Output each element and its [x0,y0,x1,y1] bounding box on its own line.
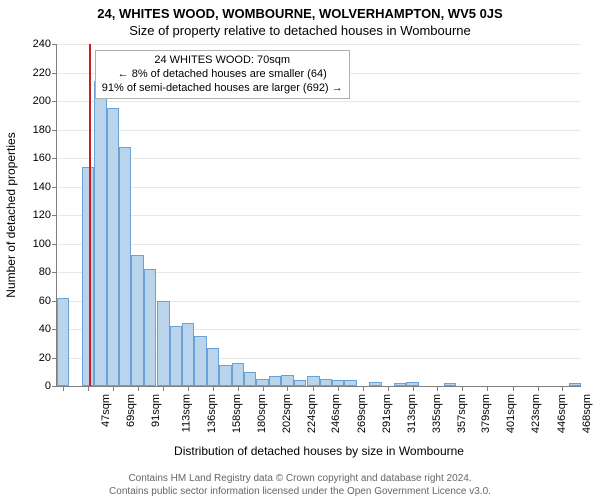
x-tick-mark [487,386,488,391]
x-tick-label: 158sqm [231,394,243,433]
x-tick-mark [338,386,339,391]
x-tick-label: 423sqm [530,394,542,433]
x-tick-label: 335sqm [431,394,443,433]
x-tick-label: 136sqm [207,394,219,433]
x-tick-mark [113,386,114,391]
x-tick-label: 47sqm [100,394,112,427]
histogram-bar [219,365,231,386]
x-tick-label: 357sqm [456,394,468,433]
histogram-bar [157,301,169,387]
x-tick-label: 69sqm [125,394,137,427]
histogram-bar [369,382,381,386]
x-tick-mark [313,386,314,391]
histogram-bar [444,383,456,386]
x-tick-label: 113sqm [180,394,192,432]
x-tick-mark [388,386,389,391]
y-tick-label: 160 [33,152,51,164]
y-tick-label: 20 [39,352,51,364]
x-tick-mark [513,386,514,391]
histogram-bar [256,379,268,386]
x-tick-mark [538,386,539,391]
histogram-bar [107,108,119,386]
x-tick-mark [363,386,364,391]
y-tick-label: 0 [45,380,51,392]
annotation-larger-pct: 91% of semi-detached houses are larger (… [102,82,343,96]
y-tick-label: 60 [39,295,51,307]
histogram-bar [281,375,293,386]
annotation-property-size: 24 WHITES WOOD: 70sqm [102,54,343,68]
x-tick-mark [88,386,89,391]
chart-title-subtitle: Size of property relative to detached ho… [0,21,600,38]
y-tick-label: 180 [33,124,51,136]
footer-attribution: Contains HM Land Registry data © Crown c… [0,473,600,498]
histogram-bar [170,326,182,386]
histogram-bar [320,379,332,386]
y-tick-label: 80 [39,266,51,278]
y-tick-mark [52,386,57,387]
chart-title-address: 24, WHITES WOOD, WOMBOURNE, WOLVERHAMPTO… [0,0,600,21]
y-tick-label: 200 [33,95,51,107]
x-tick-label: 180sqm [256,394,268,433]
x-tick-mark [287,386,288,391]
y-tick-label: 140 [33,181,51,193]
x-tick-label: 246sqm [331,394,343,433]
x-tick-mark [213,386,214,391]
histogram-bar [394,383,406,386]
x-tick-label: 446sqm [556,394,568,433]
x-tick-mark [188,386,189,391]
histogram-bar [94,81,106,386]
footer-line1: Contains HM Land Registry data © Crown c… [0,473,600,486]
x-tick-mark [263,386,264,391]
x-tick-label: 202sqm [281,394,293,433]
histogram-bar [207,348,219,386]
x-tick-label: 313sqm [406,394,418,433]
x-tick-label: 468sqm [581,394,593,433]
chart-plot-area: Number of detached properties 24 WHITES … [56,44,581,387]
annotation-smaller-pct: ← 8% of detached houses are smaller (64) [102,68,343,82]
histogram-bar [119,147,131,386]
histogram-bar [307,376,319,386]
x-tick-label: 291sqm [381,394,393,433]
histogram-bar [131,255,143,386]
histogram-bar [569,383,581,386]
x-axis-label: Distribution of detached houses by size … [174,444,464,458]
y-tick-label: 240 [33,38,51,50]
x-tick-mark [163,386,164,391]
x-tick-label: 401sqm [505,394,517,433]
histogram-bar [82,167,94,386]
reference-line [89,44,91,386]
y-axis-label: Number of detached properties [4,132,18,297]
x-tick-mark [562,386,563,391]
histogram-bar [182,323,194,386]
annotation-box: 24 WHITES WOOD: 70sqm ← 8% of detached h… [95,50,350,99]
histogram-bar [269,376,281,386]
histogram-bar [294,380,306,386]
x-tick-mark [437,386,438,391]
histogram-bar [332,380,344,386]
x-tick-mark [63,386,64,391]
x-tick-label: 379sqm [480,394,492,433]
y-tick-label: 40 [39,323,51,335]
histogram-bar [406,382,418,386]
x-tick-mark [413,386,414,391]
x-tick-mark [462,386,463,391]
y-tick-label: 220 [33,67,51,79]
histogram-bar [57,298,69,386]
histogram-bar [144,269,156,386]
histogram-bar [244,372,256,386]
histogram-bar [344,380,356,386]
histogram-bar [194,336,206,386]
footer-line2: Contains public sector information licen… [0,486,600,499]
histogram-bar [232,363,244,386]
x-tick-mark [238,386,239,391]
y-tick-label: 100 [33,238,51,250]
x-tick-mark [138,386,139,391]
x-tick-label: 91sqm [150,394,162,427]
x-tick-label: 224sqm [306,394,318,433]
x-tick-label: 269sqm [357,394,369,433]
y-tick-label: 120 [33,209,51,221]
